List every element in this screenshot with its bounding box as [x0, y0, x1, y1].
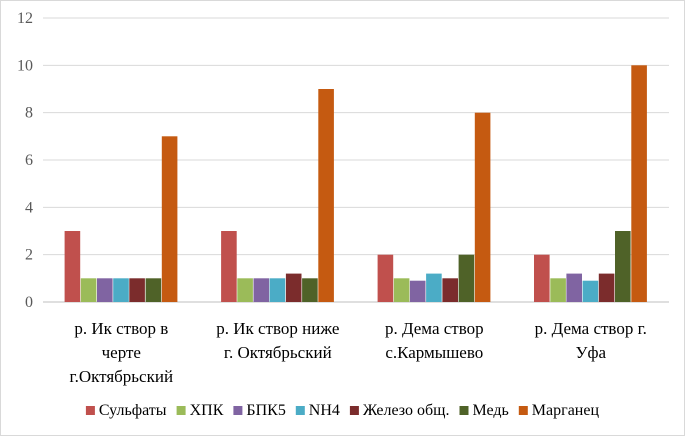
legend-item: Марганец — [518, 402, 600, 419]
legend-swatch — [233, 406, 243, 415]
bar — [269, 278, 286, 302]
gridlines — [43, 17, 669, 303]
bar — [377, 254, 394, 302]
legend-label: БПК5 — [246, 402, 285, 419]
bar — [113, 278, 129, 302]
bar — [80, 278, 97, 302]
bar — [237, 278, 253, 302]
bar — [145, 278, 162, 302]
legend-item: Железо общ. — [349, 402, 450, 419]
legend-label: ХПК — [190, 402, 224, 419]
legend-label: Сульфаты — [99, 402, 167, 419]
x-category-label: с.Кармышево — [385, 343, 483, 362]
bar — [474, 112, 491, 302]
bar — [550, 278, 566, 302]
y-tick-label: 8 — [25, 105, 33, 122]
bar — [393, 278, 410, 302]
x-category-label: р. Дема створ г. — [535, 319, 647, 338]
x-category-label: р. Дема створ — [385, 319, 484, 338]
bar — [426, 273, 442, 302]
bar — [64, 231, 81, 302]
bar — [318, 89, 334, 302]
x-category-label: черте — [102, 343, 141, 362]
y-axis-ticks: 0 2 4 6 8 10 12 — [17, 10, 33, 311]
legend-swatch — [176, 406, 186, 415]
bar — [631, 65, 647, 302]
bar — [582, 280, 599, 302]
legend-item: NH4 — [295, 402, 340, 419]
x-category-label: Уфа — [575, 343, 606, 362]
legend-item: Медь — [459, 402, 509, 419]
legend-swatch — [349, 406, 359, 415]
bar — [97, 278, 113, 302]
bar — [566, 273, 582, 302]
bar — [129, 278, 145, 302]
bars — [64, 65, 647, 302]
bar — [221, 231, 237, 302]
y-tick-label: 12 — [17, 10, 33, 27]
legend-item: Сульфаты — [85, 402, 167, 419]
legend-item: БПК5 — [233, 402, 286, 419]
legend: Сульфаты ХПК БПК5 NH4 Железо общ. Медь Маргане… — [85, 402, 600, 419]
bar — [253, 278, 270, 302]
legend-label: Медь — [473, 402, 509, 419]
bar — [534, 254, 550, 302]
legend-swatch — [459, 406, 469, 415]
legend-swatch — [295, 406, 305, 415]
y-tick-label: 2 — [25, 247, 33, 264]
legend-item: ХПК — [176, 402, 224, 419]
legend-label: Железо общ. — [363, 402, 450, 419]
bar — [409, 280, 426, 302]
y-tick-label: 10 — [17, 57, 33, 74]
bar — [458, 254, 475, 302]
bar — [598, 273, 615, 302]
x-category-label: р. Ик створ в — [74, 319, 168, 338]
legend-swatch — [85, 406, 95, 415]
x-category-label: г. Октябрьский — [224, 343, 332, 362]
x-category-label: г.Октябрьский — [70, 367, 174, 386]
bar — [285, 273, 302, 302]
bar — [442, 278, 458, 302]
x-category-label: р. Ик створ ниже — [216, 319, 339, 338]
bar — [302, 278, 318, 302]
y-tick-label: 0 — [25, 294, 33, 311]
legend-label: NH4 — [309, 402, 340, 419]
y-tick-label: 6 — [25, 152, 33, 169]
legend-swatch — [518, 406, 528, 415]
bar — [161, 136, 178, 302]
legend-label: Марганец — [532, 402, 600, 419]
x-axis-categories: р. Ик створ в черте г.Октябрьский р. Ик ств… — [70, 319, 647, 386]
bar — [615, 231, 631, 302]
y-tick-label: 4 — [25, 199, 33, 216]
